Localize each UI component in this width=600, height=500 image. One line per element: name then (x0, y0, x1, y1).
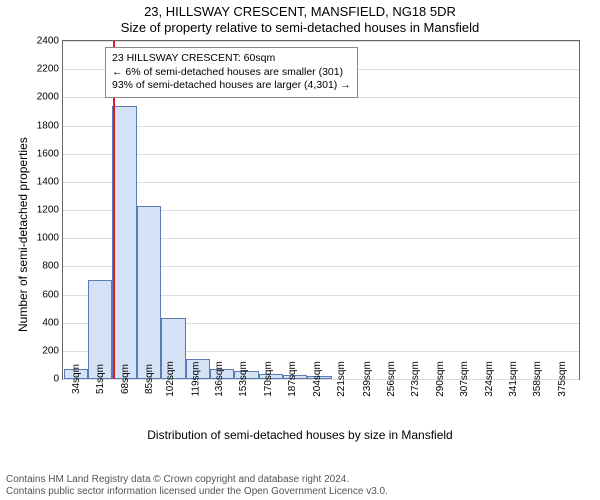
y-tick-label: 2400 (37, 36, 63, 47)
x-tick-label: 358sqm (519, 361, 544, 397)
x-axis-label: Distribution of semi-detached houses by … (0, 428, 600, 442)
x-tick-label: 136sqm (200, 361, 225, 397)
title-line-2: Size of property relative to semi-detach… (0, 20, 600, 36)
plot-area: 0200400600800100012001400160018002000220… (62, 40, 580, 380)
chart-title: 23, HILLSWAY CRESCENT, MANSFIELD, NG18 5… (0, 0, 600, 37)
gridline (63, 182, 579, 183)
x-tick-label: 187sqm (273, 361, 298, 397)
annotation-line: 93% of semi-detached houses are larger (… (112, 79, 351, 93)
x-tick-label: 256sqm (372, 361, 397, 397)
x-tick-label: 170sqm (249, 361, 274, 397)
y-tick-label: 200 (42, 345, 63, 356)
y-tick-label: 1800 (37, 120, 63, 131)
footer-attribution: Contains HM Land Registry data © Crown c… (0, 474, 388, 498)
gridline (63, 126, 579, 127)
x-tick-label: 290sqm (421, 361, 446, 397)
x-tick-label: 239sqm (348, 361, 373, 397)
y-tick-label: 400 (42, 317, 63, 328)
footer-line-2: Contains public sector information licen… (6, 486, 388, 498)
y-tick-label: 2000 (37, 92, 63, 103)
annotation-box: 23 HILLSWAY CRESCENT: 60sqm← 6% of semi-… (105, 47, 358, 98)
annotation-line: 23 HILLSWAY CRESCENT: 60sqm (112, 52, 351, 66)
y-tick-label: 1400 (37, 176, 63, 187)
y-tick-label: 800 (42, 261, 63, 272)
gridline (63, 41, 579, 42)
histogram-bar (112, 106, 136, 379)
annotation-line: ← 6% of semi-detached houses are smaller… (112, 66, 351, 80)
x-tick-label: 153sqm (225, 361, 250, 397)
x-tick-label: 51sqm (81, 364, 106, 394)
gridline (63, 154, 579, 155)
x-tick-label: 102sqm (152, 361, 177, 397)
y-tick-label: 2200 (37, 64, 63, 75)
x-tick-label: 34sqm (57, 364, 82, 394)
y-axis-label: Number of semi-detached properties (16, 137, 30, 332)
x-tick-label: 204sqm (298, 361, 323, 397)
x-tick-label: 341sqm (494, 361, 519, 397)
title-line-1: 23, HILLSWAY CRESCENT, MANSFIELD, NG18 5… (0, 4, 600, 20)
y-tick-label: 600 (42, 289, 63, 300)
x-tick-label: 273sqm (397, 361, 422, 397)
y-tick-label: 1000 (37, 233, 63, 244)
x-tick-label: 119sqm (176, 362, 201, 397)
x-tick-label: 375sqm (543, 361, 568, 397)
x-tick-label: 307sqm (445, 361, 470, 397)
x-tick-label: 221sqm (322, 361, 347, 397)
x-tick-label: 324sqm (470, 361, 495, 397)
x-tick-label: 68sqm (106, 364, 131, 394)
y-tick-label: 1600 (37, 148, 63, 159)
histogram-bar (137, 206, 161, 379)
footer-line-1: Contains HM Land Registry data © Crown c… (6, 474, 388, 486)
y-tick-label: 1200 (37, 205, 63, 216)
